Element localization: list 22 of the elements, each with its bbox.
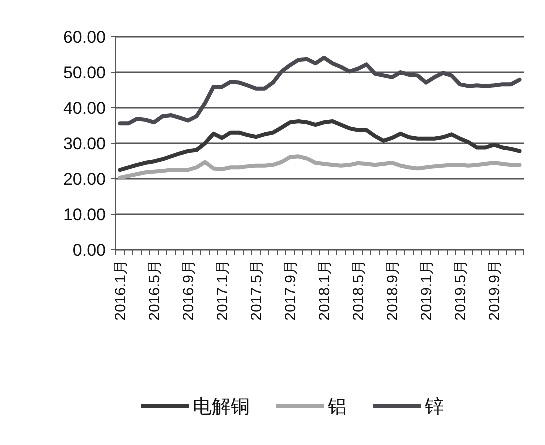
y-tick-label: 30.00 [63,134,106,154]
x-tick-label: 2017.9月 [282,260,300,321]
x-tick-label: 2017.5月 [248,260,266,321]
y-tick-label: 0.00 [72,241,106,260]
x-tick-label: 2017.1月 [214,260,232,321]
x-tick-label: 2018.1月 [316,260,334,321]
x-tick-label: 2018.5月 [350,260,368,321]
legend-label: 锌 [424,397,444,418]
y-tick-label: 10.00 [63,206,106,224]
y-tick-label: 40.00 [63,99,106,118]
x-tick-label: 2018.9月 [384,260,402,321]
x-tick-label: 2016.5月 [146,260,164,321]
x-tick-label: 2019.9月 [486,260,504,321]
x-tick-label: 2019.5月 [452,260,470,321]
legend-label: 铝 [327,397,347,418]
y-tick-label: 20.00 [63,170,106,189]
x-tick-label: 2016.9月 [180,260,198,321]
y-tick-label: 60.00 [63,28,106,47]
legend-label: 电解铜 [193,397,250,418]
x-tick-label: 2016.1月 [112,260,130,321]
x-tick-label: 2019.1月 [418,260,436,321]
y-tick-label: 50.00 [63,64,106,82]
